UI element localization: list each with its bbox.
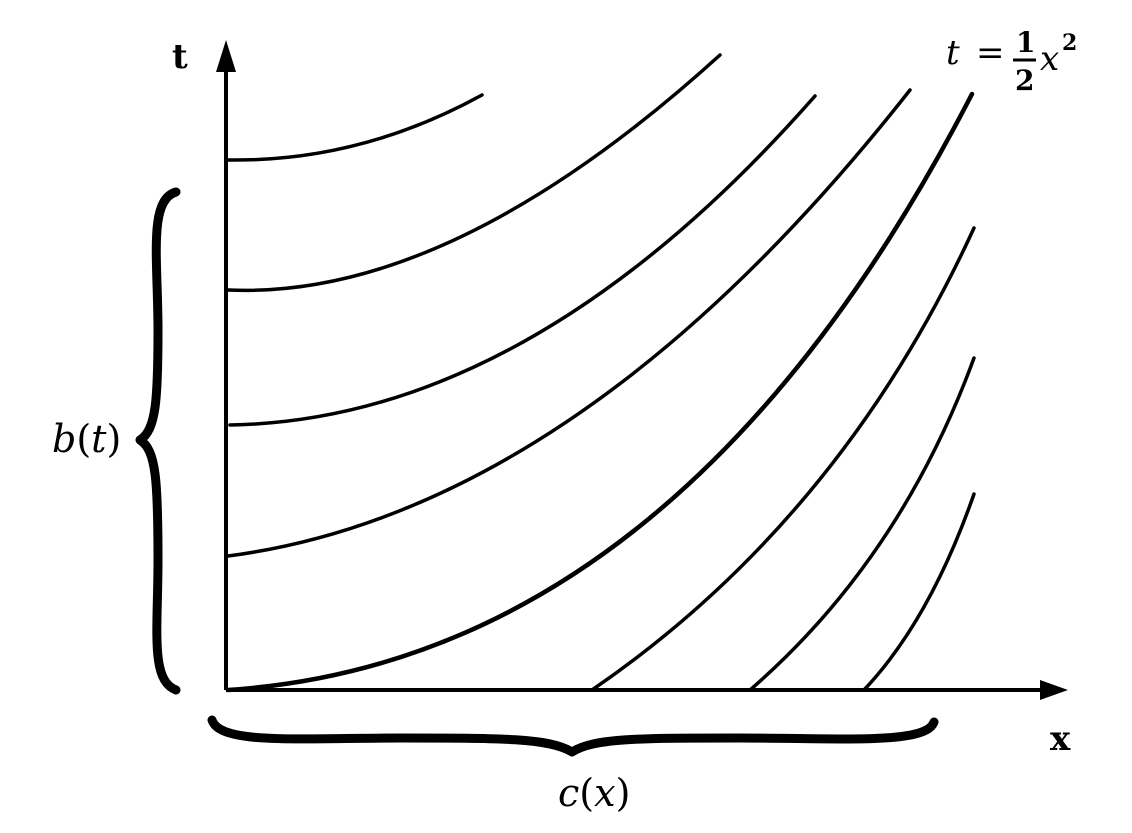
t-axis-label: t [172,37,188,77]
equation-lhs: t [946,33,960,73]
fraction-numerator: 1 [1016,26,1035,59]
fraction-denominator: 2 [1015,64,1034,97]
equation-exponent: 2 [1062,30,1077,56]
t-axis [216,40,236,690]
left-brace [135,187,181,695]
c-of-x-label: c(x) [558,771,630,815]
x-axis-label: x [1050,719,1071,759]
x-axis [226,680,1068,700]
curve-equation-label: t = 1 2 x 2 [946,26,1077,97]
bottom-brace [207,715,939,757]
c-argument: x [594,771,615,815]
characteristic-curve [590,226,976,692]
b-function: b [52,417,76,461]
characteristic-curve [862,492,976,692]
characteristic-curves-from-t-axis [226,53,912,558]
equation-variable: x [1040,39,1059,79]
c-function: c [558,771,579,815]
characteristic-curves-from-x-axis [590,226,976,692]
characteristic-curve [226,53,722,293]
separating-curve-t-half-x-squared [225,91,975,693]
b-argument: t [91,417,107,461]
equation-equals: = [976,33,1005,73]
characteristic-curve [748,356,976,692]
characteristic-curve [226,93,484,162]
characteristic-curve [226,88,912,558]
characteristic-curve [228,94,817,427]
b-of-t-label: b(t) [52,417,121,461]
